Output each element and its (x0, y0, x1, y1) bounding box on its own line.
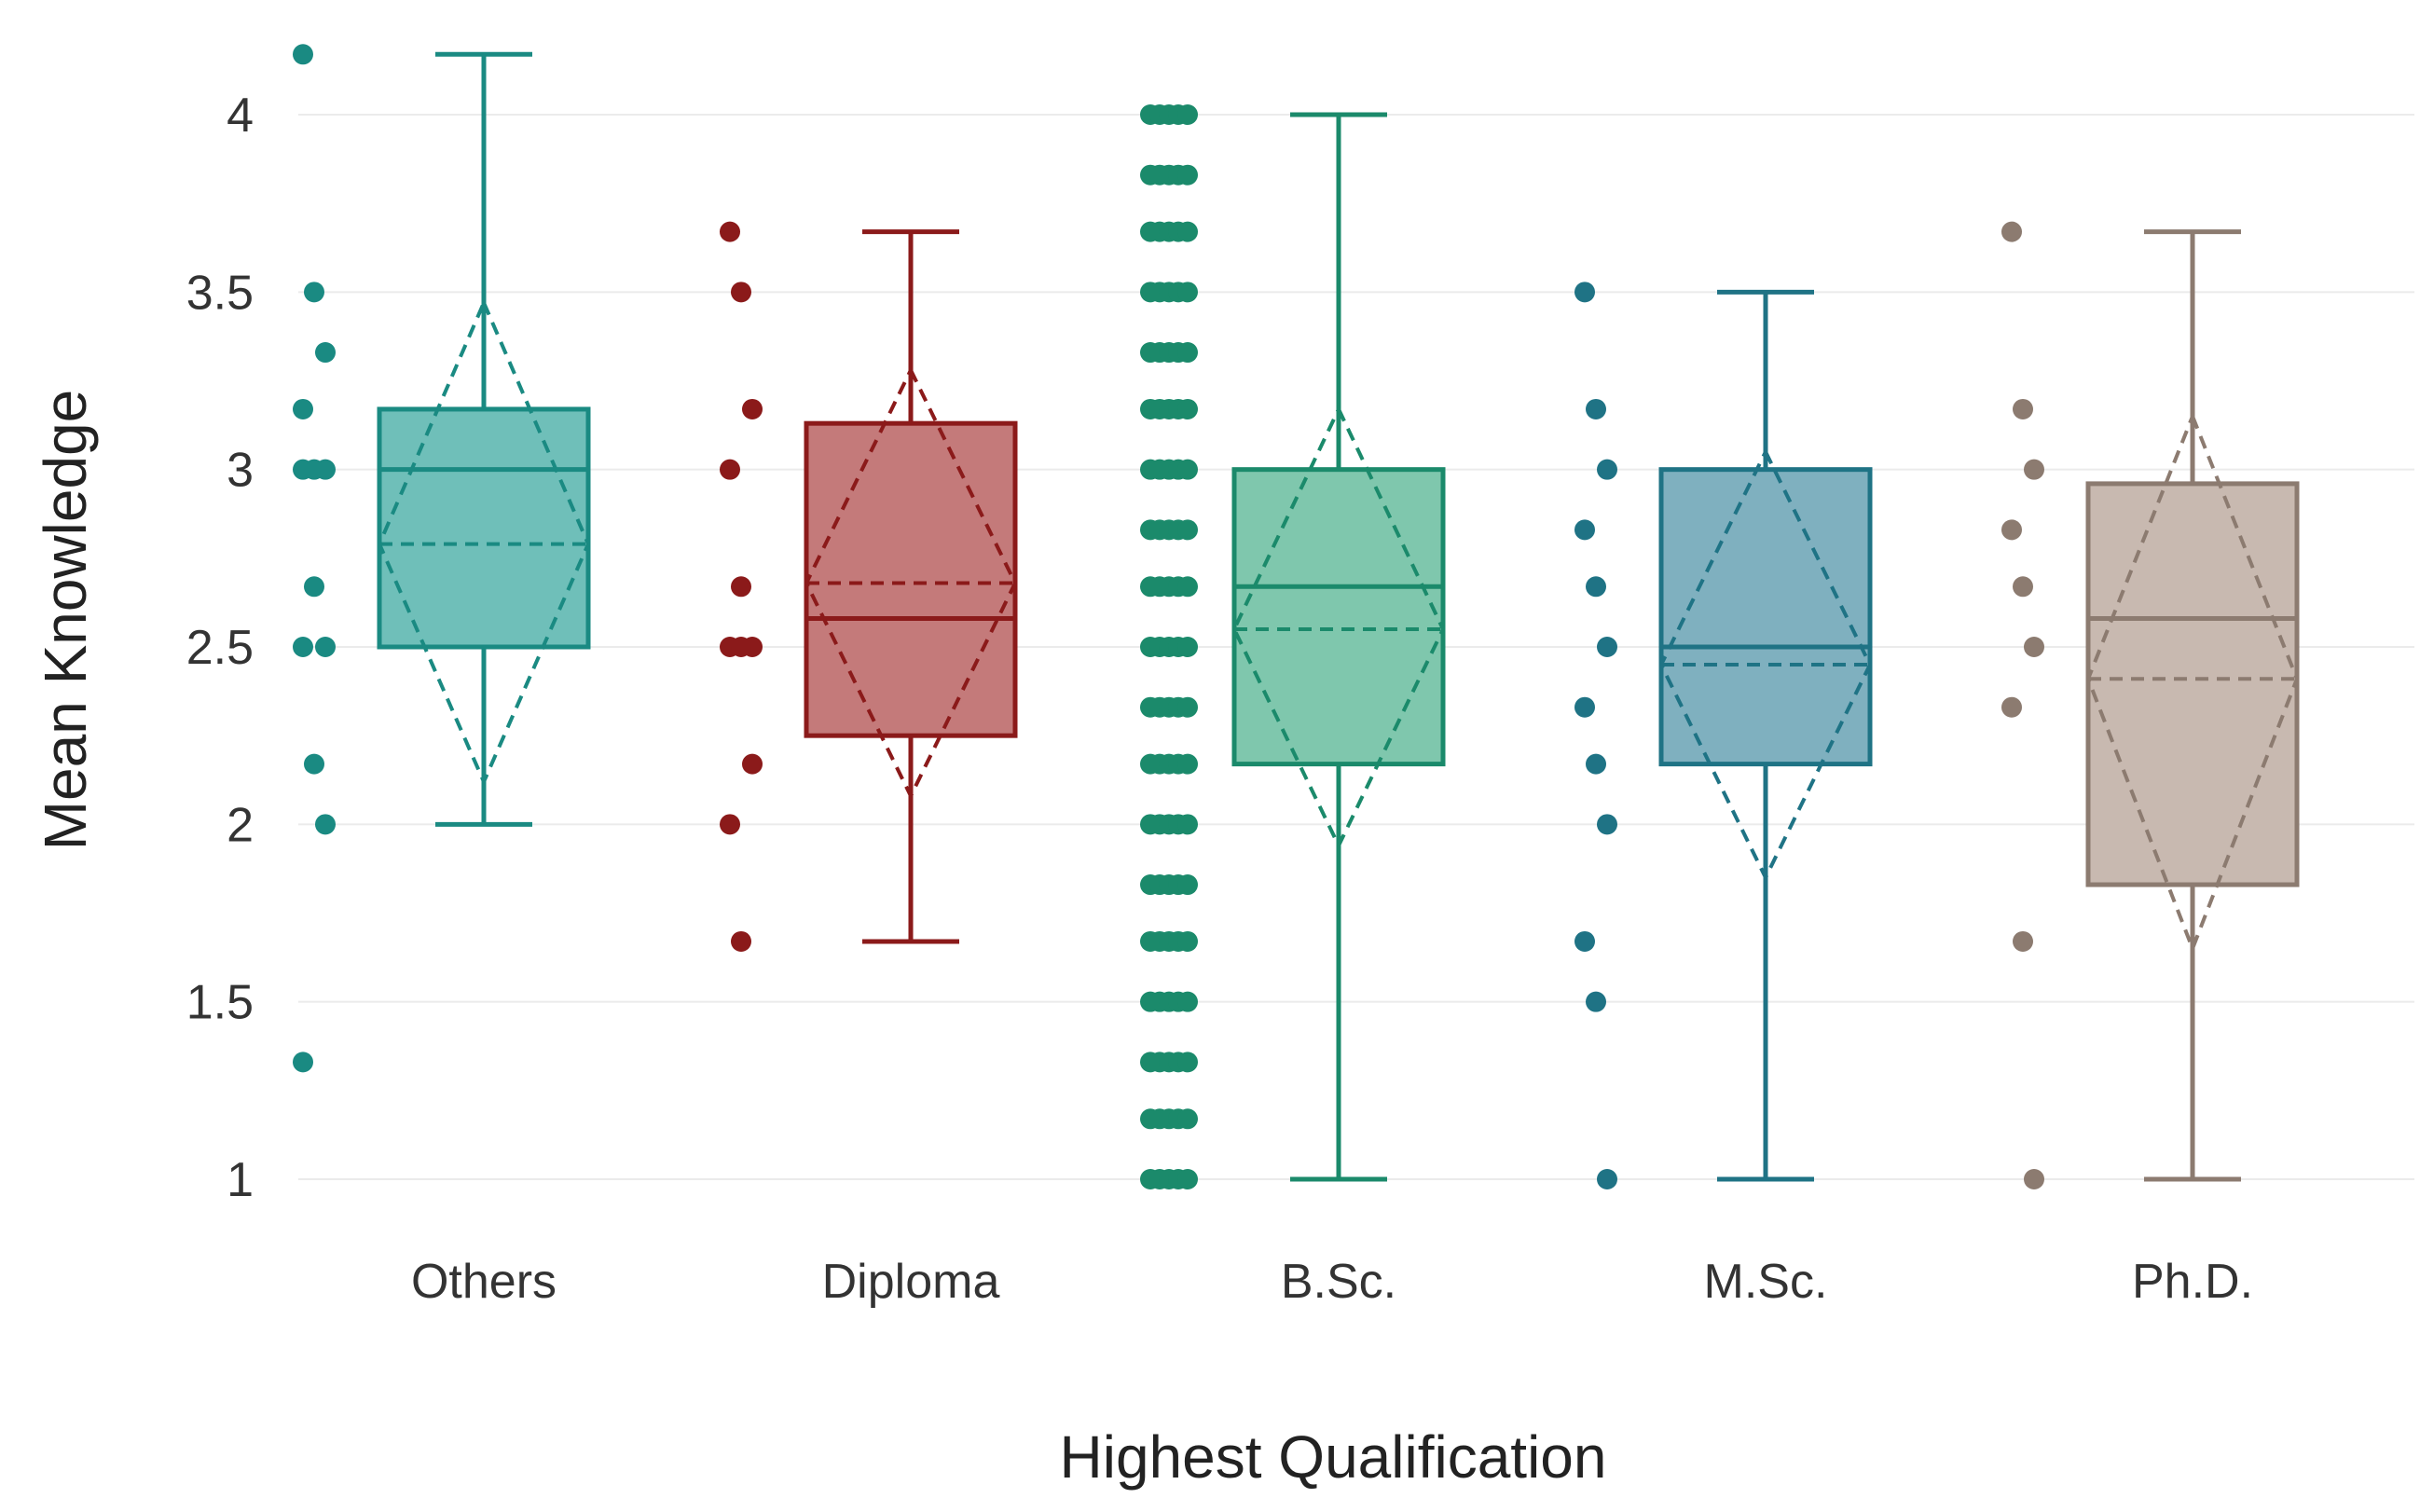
data-point (1177, 1169, 1198, 1189)
box-group-m-sc- (1658, 289, 1873, 1182)
data-point (2024, 1169, 2044, 1189)
data-point (1574, 696, 1595, 718)
data-point (2001, 221, 2022, 242)
data-point (315, 814, 336, 835)
data-point (2024, 637, 2044, 657)
boxes (377, 51, 2300, 1182)
data-point (731, 637, 751, 657)
data-point (1177, 459, 1198, 480)
box-group-others (377, 51, 591, 827)
data-point (293, 398, 313, 419)
data-point (1177, 1108, 1198, 1130)
data-point (1177, 930, 1198, 952)
x-axis-title: Highest Qualification (1060, 1423, 1607, 1491)
x-axis-ticks: Others Diploma B.Sc. M.Sc. Ph.D. (411, 1255, 2253, 1309)
data-point (315, 637, 336, 657)
y-tick-label: 1.5 (186, 976, 254, 1030)
mean-diamond (2085, 411, 2300, 955)
data-point (1586, 991, 1606, 1012)
mean-diamond (377, 297, 591, 787)
mean-diamond (1658, 447, 1873, 882)
data-point (1177, 282, 1198, 303)
y-tick-label: 4 (227, 89, 254, 143)
box-iqr (377, 406, 591, 650)
data-point (315, 459, 336, 480)
data-point (304, 753, 324, 775)
data-point (1177, 576, 1198, 598)
x-tick-label: Ph.D. (2132, 1255, 2253, 1309)
data-point (731, 282, 751, 303)
x-tick-label: B.Sc. (1281, 1255, 1396, 1309)
data-point (1177, 221, 1198, 242)
x-tick-label: Diploma (822, 1255, 1000, 1309)
mean-diamond (1231, 405, 1446, 850)
data-point (1177, 753, 1198, 775)
data-point (731, 930, 751, 952)
data-point (1574, 930, 1595, 952)
data-point (2001, 519, 2022, 541)
mean-diamond (804, 365, 1018, 801)
data-point (1574, 519, 1595, 541)
box-iqr (804, 420, 1018, 738)
data-point (1597, 814, 1617, 835)
data-point (2013, 930, 2033, 952)
data-point (720, 221, 740, 242)
data-point (1574, 282, 1595, 303)
data-point (1177, 696, 1198, 718)
box-group-ph-d- (2085, 229, 2300, 1182)
data-point (1597, 459, 1617, 480)
box-iqr (2085, 481, 2300, 887)
data-point (1177, 814, 1198, 835)
data-point (1177, 1052, 1198, 1073)
data-point (2024, 459, 2044, 480)
data-point (1177, 519, 1198, 541)
data-point (1586, 398, 1606, 419)
data-point (293, 637, 313, 657)
box-group-diploma (804, 229, 1018, 944)
data-point (731, 576, 751, 598)
data-point (1177, 874, 1198, 896)
data-point (315, 342, 336, 364)
y-tick-label: 3.5 (186, 266, 254, 320)
data-point (2001, 696, 2022, 718)
data-point (293, 44, 313, 65)
data-point (742, 398, 763, 419)
data-point (1177, 104, 1198, 125)
data-point (720, 459, 740, 480)
data-point (293, 1052, 313, 1073)
data-point (1597, 637, 1617, 657)
y-axis-title: Mean Knowledge (32, 390, 99, 851)
data-point (1597, 1169, 1617, 1189)
y-tick-label: 2 (227, 798, 254, 852)
data-point (304, 282, 324, 303)
box-iqr (1231, 467, 1446, 767)
y-tick-label: 1 (227, 1153, 254, 1207)
data-point (1177, 398, 1198, 419)
data-point (742, 753, 763, 775)
data-point (1586, 753, 1606, 775)
data-point (2013, 398, 2033, 419)
data-point (720, 814, 740, 835)
y-tick-label: 3 (227, 444, 254, 498)
box-iqr (1658, 467, 1873, 767)
data-point (2013, 576, 2033, 598)
data-point (1177, 991, 1198, 1012)
data-point (1177, 164, 1198, 186)
y-axis-ticks: 1 1.5 2 2.5 3 3.5 4 (186, 89, 254, 1207)
jitter-points (293, 44, 2044, 1189)
y-tick-label: 2.5 (186, 621, 254, 675)
box-group-b-sc- (1231, 112, 1446, 1182)
data-point (1177, 637, 1198, 657)
data-point (304, 576, 324, 598)
x-tick-label: M.Sc. (1704, 1255, 1828, 1309)
x-tick-label: Others (411, 1255, 557, 1309)
data-point (1177, 342, 1198, 364)
data-point (293, 459, 313, 480)
data-point (1586, 576, 1606, 598)
